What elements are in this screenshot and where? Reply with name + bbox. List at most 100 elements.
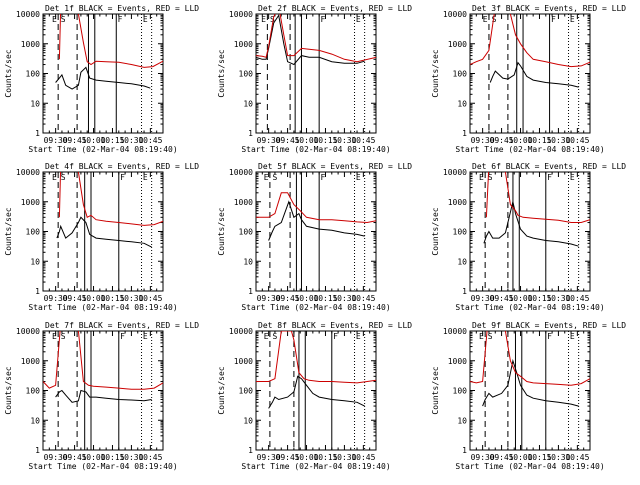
y-tick-label: 10000 [443,327,467,336]
x-tick-label: 09:30 [257,294,281,303]
y-tick-label: 1000 [234,357,253,366]
y-tick-label: 10000 [229,327,253,336]
y-tick-label: 10000 [229,10,253,19]
region-label: F [333,332,338,341]
y-tick-label: 1 [248,129,253,138]
x-tick-label: 10:45 [565,453,589,462]
y-axis-label: Counts/sec [217,49,226,97]
x-axis-label: Start Time (02-Mar-04 08:19:40) [28,462,177,471]
x-tick-label: 10:00 [81,136,105,145]
x-tick-label: 10:45 [351,294,375,303]
region-label: E [479,332,484,341]
x-tick-label: 09:30 [471,453,495,462]
x-tick-label: 10:15 [313,136,337,145]
region-label: E [479,173,484,182]
x-tick-label: 10:45 [351,453,375,462]
y-tick-label: 1000 [234,40,253,49]
panel-title: Det 8f BLACK = Events, RED = LLD [258,321,412,330]
x-tick-label: 10:30 [332,453,356,462]
y-tick-label: 10000 [16,168,40,177]
plot-frame [255,171,377,292]
events-series-line [268,375,365,409]
y-tick-label: 10000 [443,168,467,177]
region-label: E [143,332,148,341]
panel-title: Det 1f BLACK = Events, RED = LLD [45,4,199,13]
x-tick-label: 09:30 [44,294,68,303]
panel-title: Det 3f BLACK = Events, RED = LLD [472,4,626,13]
panel-title: Det 4f BLACK = Events, RED = LLD [45,162,199,171]
region-label: S [270,15,275,24]
x-tick-label: 10:15 [527,453,551,462]
y-tick-label: 100 [26,387,41,396]
plot-frame [469,13,591,134]
x-tick-label: 10:45 [138,136,162,145]
y-axis-label: Counts/sec [431,366,440,414]
plot-frame [255,330,377,451]
y-tick-label: 100 [26,70,41,79]
panel-title: Det 6f BLACK = Events, RED = LLD [472,162,626,171]
lld-series-line [58,172,163,226]
lld-series-line [58,14,163,68]
x-tick-label: 10:30 [119,294,143,303]
x-tick-label: 09:30 [471,136,495,145]
region-label: E [52,173,57,182]
y-tick-label: 1000 [448,357,467,366]
region-label: F [547,332,552,341]
x-tick-label: 10:15 [100,294,124,303]
x-axis-label: Start Time (02-Mar-04 08:19:40) [455,145,604,154]
events-series-line [483,201,579,247]
region-label: E [356,332,361,341]
region-label: S [61,173,66,182]
y-tick-label: 10 [243,99,253,108]
region-label: F [321,173,326,182]
events-series-line [55,389,152,403]
x-tick-label: 10:00 [81,294,105,303]
y-tick-label: 100 [239,228,254,237]
x-tick-label: 10:15 [527,294,551,303]
region-label: E [52,15,57,24]
x-tick-label: 09:30 [44,136,68,145]
lld-series-line [256,14,376,63]
panel-title: Det 5f BLACK = Events, RED = LLD [258,162,412,171]
y-tick-label: 10 [457,257,467,266]
x-tick-label: 10:00 [294,136,318,145]
lld-series-line [256,331,376,384]
x-tick-label: 10:00 [81,453,105,462]
events-series-line [55,66,151,90]
region-label: F [120,173,125,182]
plot-frame [42,171,164,292]
panel-title: Det 2f BLACK = Events, RED = LLD [258,4,412,13]
y-tick-label: 1000 [448,40,467,49]
region-label: F [321,15,326,24]
x-tick-label: 09:45 [490,453,514,462]
x-tick-label: 09:45 [63,136,87,145]
y-tick-label: 1 [462,129,467,138]
y-axis-label: Counts/sec [4,207,13,255]
region-label: E [261,15,266,24]
region-label: E [483,15,488,24]
y-tick-label: 100 [453,228,468,237]
region-label: E [570,332,575,341]
x-tick-label: 10:15 [313,453,337,462]
x-tick-label: 10:30 [332,136,356,145]
y-axis-label: Counts/sec [4,366,13,414]
y-tick-label: 10 [243,416,253,425]
x-tick-label: 09:30 [471,294,495,303]
region-label: E [143,173,148,182]
lld-series-line [470,14,590,68]
y-tick-label: 10 [457,416,467,425]
y-tick-label: 1 [35,446,40,455]
region-label: F [120,332,125,341]
y-tick-label: 1 [462,446,467,455]
y-tick-label: 10000 [16,327,40,336]
y-tick-label: 10000 [443,10,467,19]
x-tick-label: 09:30 [257,136,281,145]
plot-frame [42,13,164,134]
y-tick-label: 100 [239,387,254,396]
y-axis-label: Counts/sec [431,49,440,97]
x-tick-label: 09:45 [63,294,87,303]
events-series-line [482,358,579,407]
x-tick-label: 10:15 [527,136,551,145]
y-tick-label: 1000 [21,357,40,366]
